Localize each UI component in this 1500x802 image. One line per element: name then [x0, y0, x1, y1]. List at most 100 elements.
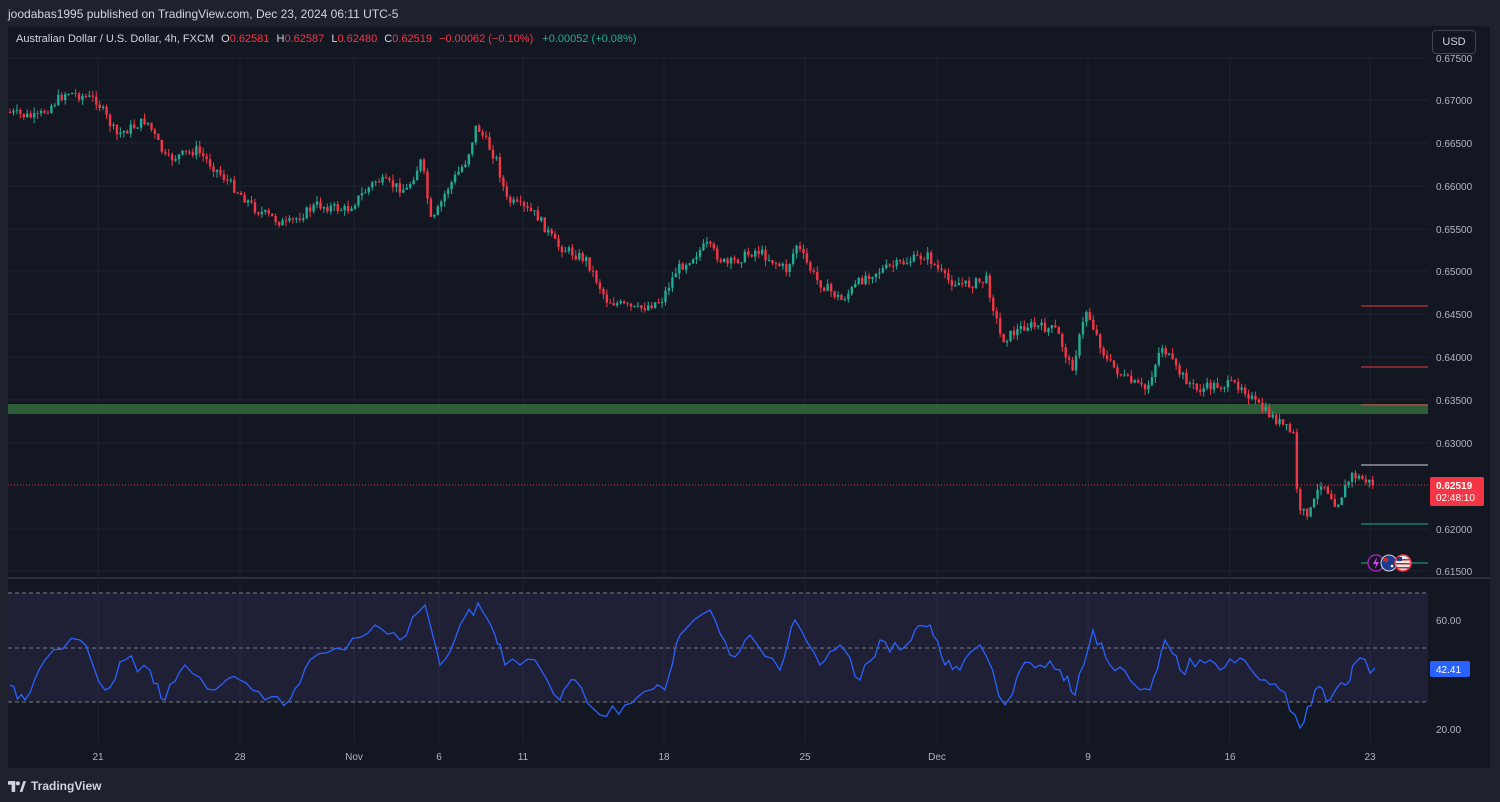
- tradingview-logo[interactable]: TradingView: [8, 779, 101, 793]
- candle-body: [1092, 319, 1095, 330]
- grid: [8, 57, 1428, 742]
- candle-body: [640, 305, 643, 309]
- candle-body: [1009, 330, 1012, 342]
- candle-body: [188, 151, 191, 153]
- candle-body: [402, 189, 405, 193]
- candle-body: [88, 95, 91, 97]
- chart-area[interactable]: [8, 26, 1490, 768]
- candle-body: [243, 194, 246, 203]
- high-value: 0.62587: [284, 33, 325, 45]
- low-label: L: [331, 33, 338, 45]
- candle-body: [881, 268, 885, 273]
- symbol-legend[interactable]: Australian Dollar / U.S. Dollar, 4h, FXC…: [16, 33, 636, 45]
- candle-body: [1147, 385, 1150, 390]
- candle-body: [15, 109, 19, 111]
- candle-body: [32, 113, 36, 118]
- candle-body: [547, 229, 550, 233]
- candle-body: [322, 207, 326, 209]
- candle-body: [1306, 508, 1309, 517]
- candle-body: [253, 202, 257, 213]
- candle-body: [222, 174, 226, 180]
- candle-body: [1016, 328, 1019, 336]
- candle-body: [933, 263, 936, 265]
- candle-body: [498, 157, 502, 178]
- candle-body: [957, 283, 960, 286]
- candle-body: [653, 302, 657, 309]
- candle-body: [926, 252, 929, 260]
- candle-body: [857, 278, 860, 284]
- candle-body: [1199, 389, 1202, 392]
- high-label: H: [276, 33, 285, 45]
- candle-body: [912, 254, 916, 262]
- candle-body: [453, 174, 457, 183]
- candle-body: [605, 294, 609, 303]
- candle-body: [1364, 479, 1368, 483]
- time-tick: Dec: [928, 752, 946, 763]
- candle-body: [964, 280, 967, 284]
- candle-body: [574, 255, 577, 260]
- currency-button[interactable]: USD: [1432, 30, 1476, 54]
- candle-body: [353, 205, 357, 209]
- price-axis[interactable]: 0.67500 0.67000 0.66500 0.66000 0.65500 …: [1436, 54, 1473, 578]
- candle-body: [478, 125, 481, 132]
- candle-body: [1112, 360, 1116, 368]
- candle-body: [533, 210, 536, 212]
- candle-body: [774, 263, 778, 265]
- candle-body: [122, 131, 126, 133]
- candle-body: [46, 112, 50, 114]
- candle-body: [170, 154, 174, 161]
- candle-body: [112, 124, 115, 126]
- candle-body: [657, 302, 660, 304]
- candle-body: [357, 195, 360, 206]
- time-tick: 18: [658, 752, 670, 763]
- candle-body: [1178, 365, 1181, 375]
- candle-body: [1337, 504, 1340, 507]
- candle-body: [529, 207, 533, 212]
- candle-body: [1133, 380, 1136, 383]
- candle-body: [771, 260, 774, 264]
- candle-body: [522, 202, 526, 207]
- candle-body: [336, 204, 339, 211]
- lightning-icon[interactable]: [1367, 554, 1385, 572]
- candle-body: [971, 287, 974, 289]
- candle-body: [174, 159, 177, 161]
- rsi-axis[interactable]: 60.00 20.00 42.41: [1430, 616, 1470, 736]
- candle-body: [1012, 330, 1016, 336]
- low-value: 0.62480: [337, 33, 378, 45]
- candle-body: [981, 281, 985, 283]
- candle-body: [688, 263, 691, 265]
- candle-body: [440, 201, 443, 207]
- candle-body: [974, 278, 978, 289]
- price-tick: 0.67500: [1436, 54, 1473, 65]
- candle-body: [619, 301, 622, 304]
- candle-body: [519, 201, 522, 203]
- candle-body: [429, 198, 433, 217]
- time-tick: 11: [518, 752, 529, 763]
- time-axis[interactable]: 21 28 Nov 6 11 18 25 Dec 9 16 23: [92, 752, 1376, 763]
- event-icons[interactable]: [1367, 554, 1412, 572]
- candle-body: [22, 113, 25, 118]
- candle-body: [695, 256, 698, 260]
- candle-body: [540, 217, 543, 221]
- candle-body: [384, 177, 388, 179]
- candle-body: [1081, 322, 1085, 335]
- candle-body: [77, 93, 81, 100]
- candle-body: [360, 193, 364, 196]
- candle-body: [133, 124, 136, 128]
- candle-body: [747, 251, 750, 255]
- candle-body: [67, 94, 70, 96]
- candle-body: [902, 261, 905, 265]
- us-flag-icon[interactable]: [1394, 554, 1412, 572]
- candle-body: [1295, 432, 1299, 490]
- candle-body: [888, 264, 891, 266]
- candle-body: [1309, 507, 1312, 517]
- candle-body: [833, 291, 836, 297]
- candle-body: [1054, 325, 1057, 328]
- candle-body: [1302, 508, 1305, 511]
- candle-body: [798, 245, 802, 250]
- candle-body: [1188, 383, 1192, 385]
- candle-body: [1026, 327, 1029, 331]
- candle-body: [512, 199, 515, 203]
- candle-body: [450, 182, 453, 190]
